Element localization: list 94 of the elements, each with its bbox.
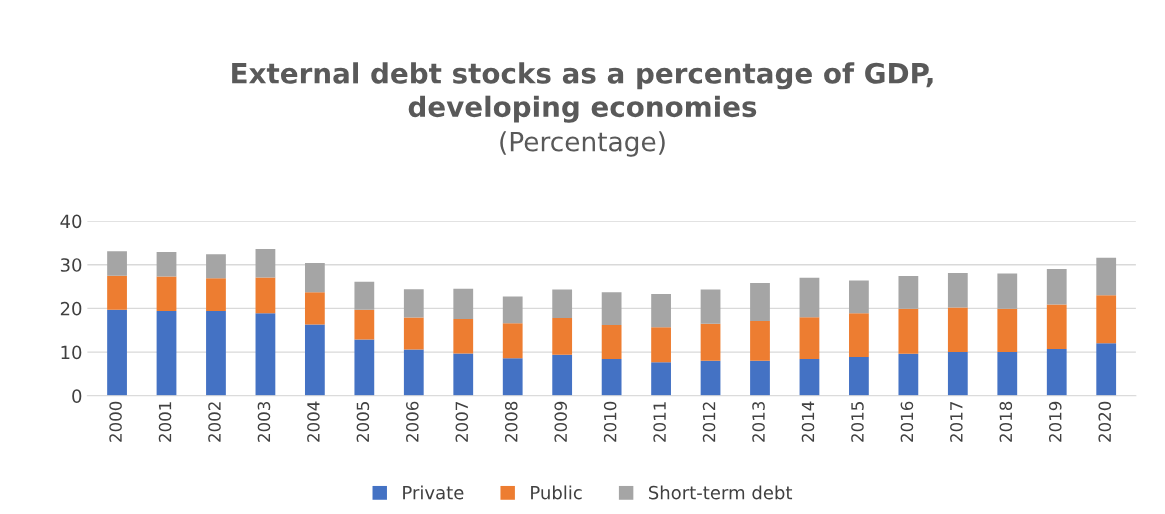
x-tick-label: 2006	[406, 401, 419, 442]
bar	[403, 349, 424, 396]
bar	[304, 262, 325, 293]
bar	[947, 273, 968, 308]
x-tick-label: 2019	[1048, 401, 1062, 442]
bar	[453, 353, 474, 396]
y-tick-label: 20	[60, 301, 82, 316]
bar	[552, 289, 573, 319]
bar	[1096, 343, 1117, 396]
bar	[206, 254, 226, 279]
bar	[799, 317, 820, 360]
bar	[997, 308, 1018, 353]
x-tick-label: 2007	[455, 402, 469, 442]
bar	[552, 354, 573, 396]
bar	[206, 278, 226, 312]
bar	[700, 323, 721, 361]
bar	[552, 318, 573, 355]
bar	[849, 356, 869, 396]
bar	[750, 360, 770, 396]
chart-subtitle: (Percentage)	[500, 131, 665, 157]
x-tick-label: 2001	[158, 402, 172, 442]
x-tick-label: 2016	[900, 401, 914, 442]
bar	[651, 327, 671, 363]
bar	[354, 339, 375, 396]
x-tick-label: 2015	[851, 402, 864, 442]
bar	[156, 252, 177, 277]
x-tick-label: 2000	[109, 401, 122, 442]
bar	[947, 307, 968, 353]
bar	[354, 281, 375, 310]
bar	[898, 308, 919, 354]
bar	[898, 353, 919, 396]
x-tick-label: 2017	[950, 402, 963, 442]
bar	[156, 276, 177, 312]
legend-label: Private	[403, 485, 464, 500]
chart-title: External debt stocks as a percentage of GDP, developing economies	[232, 62, 933, 123]
bar	[651, 362, 671, 396]
bar	[156, 311, 177, 396]
bar	[651, 293, 671, 328]
bar	[700, 289, 721, 324]
x-tick-label: 2005	[356, 402, 370, 442]
x-tick-label: 2013	[752, 401, 765, 442]
x-tick-label: 2008	[504, 401, 518, 442]
x-tick-label: 2009	[554, 401, 567, 442]
bar	[601, 359, 622, 396]
bar	[750, 283, 770, 322]
bar	[502, 323, 523, 359]
x-tick-label: 2018	[999, 401, 1013, 442]
bar	[750, 321, 770, 361]
bar	[1046, 304, 1067, 350]
x-tick-label: 2012	[702, 402, 716, 442]
bar	[799, 277, 820, 318]
bar	[849, 313, 869, 357]
x-tick-label: 2004	[307, 401, 320, 442]
bar	[502, 358, 523, 396]
bar	[700, 360, 721, 396]
y-tick-label: 10	[61, 345, 82, 360]
bar	[1046, 269, 1067, 305]
bar	[403, 317, 424, 350]
bar	[997, 273, 1018, 309]
bar	[403, 289, 424, 318]
bar	[898, 276, 919, 309]
x-tick-label: 2010	[603, 401, 617, 442]
bar	[502, 296, 523, 324]
y-tick-label: 30	[60, 258, 82, 272]
bar	[453, 318, 474, 354]
y-tick-label: 40	[60, 214, 82, 229]
bar	[1096, 257, 1117, 296]
bar	[304, 324, 325, 396]
bar	[107, 251, 127, 276]
legend-label: Public	[531, 485, 582, 500]
bar	[107, 275, 127, 310]
bar	[997, 352, 1018, 396]
bar	[601, 325, 622, 360]
bar	[304, 292, 325, 325]
bar	[354, 309, 375, 340]
bar	[255, 248, 276, 278]
bar	[255, 277, 276, 314]
x-tick-label: 2003	[257, 401, 271, 442]
x-tick-label: 2011	[653, 402, 666, 442]
bar	[255, 313, 276, 396]
bar	[849, 280, 869, 314]
x-tick-label: 2014	[801, 401, 815, 442]
bar	[1096, 295, 1117, 344]
bar	[206, 311, 226, 396]
bar	[1046, 349, 1067, 396]
bar	[601, 292, 622, 325]
x-tick-label: 2020	[1098, 401, 1112, 442]
bar	[453, 288, 474, 319]
bar	[107, 309, 127, 396]
legend-label: Short-term debt	[648, 485, 793, 500]
y-tick-label: 0	[72, 389, 82, 403]
bar	[947, 352, 968, 396]
bar	[799, 359, 820, 396]
x-tick-label: 2002	[208, 402, 221, 442]
